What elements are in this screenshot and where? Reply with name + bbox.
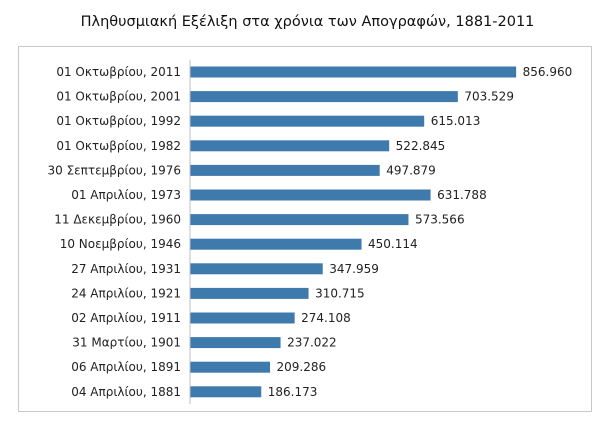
bar: [190, 312, 295, 324]
category-label: 01 Οκτωβρίου, 2001: [56, 90, 181, 104]
value-label: 237.022: [287, 336, 337, 350]
bar: [190, 115, 425, 127]
value-label: 522.845: [396, 139, 446, 153]
category-label: 01 Οκτωβρίου, 1982: [56, 139, 181, 153]
chart-title: Πληθυσμιακή Εξέλιξη στα χρόνια των Απογρ…: [80, 14, 535, 30]
bar: [190, 140, 390, 152]
category-label: 01 Οκτωβρίου, 1992: [56, 114, 181, 128]
value-label: 347.959: [329, 262, 379, 276]
bar: [190, 337, 281, 349]
category-label: 10 Νοεμβρίου, 1946: [60, 237, 181, 251]
bar: [190, 214, 409, 226]
value-label: 497.879: [386, 163, 436, 177]
bar: [190, 164, 380, 176]
bar: [190, 238, 362, 250]
category-label: 31 Μαρτίου, 1901: [72, 336, 181, 350]
bar: [190, 189, 431, 201]
value-label: 573.566: [415, 213, 465, 227]
category-label: 11 Δεκεμβρίου, 1960: [54, 213, 181, 227]
value-label: 856.960: [523, 65, 573, 79]
bar: [190, 361, 271, 373]
bar: [190, 91, 458, 103]
value-label: 310.715: [315, 286, 365, 300]
category-label: 27 Απριλίου, 1931: [71, 262, 181, 276]
value-label: 209.286: [277, 360, 327, 374]
value-label: 631.788: [437, 188, 487, 202]
value-label: 615.013: [431, 114, 481, 128]
category-label: 30 Σεπτεμβρίου, 1976: [47, 163, 181, 177]
value-label: 703.529: [464, 90, 514, 104]
bar: [190, 66, 517, 78]
chart-frame: [18, 46, 592, 412]
category-label: 02 Απριλίου, 1911: [71, 311, 181, 325]
category-label: 24 Απριλίου, 1921: [71, 286, 181, 300]
bar: [190, 386, 262, 398]
bar: [190, 287, 309, 299]
bar: [190, 263, 323, 275]
value-label: 274.108: [301, 311, 351, 325]
category-label: 01 Οκτωβρίου, 2011: [56, 65, 181, 79]
category-label: 04 Απριλίου, 1881: [71, 385, 181, 399]
value-label: 450.114: [368, 237, 418, 251]
value-label: 186.173: [268, 385, 318, 399]
category-label: 06 Απριλίου, 1891: [71, 360, 181, 374]
category-label: 01 Απριλίου, 1973: [71, 188, 181, 202]
